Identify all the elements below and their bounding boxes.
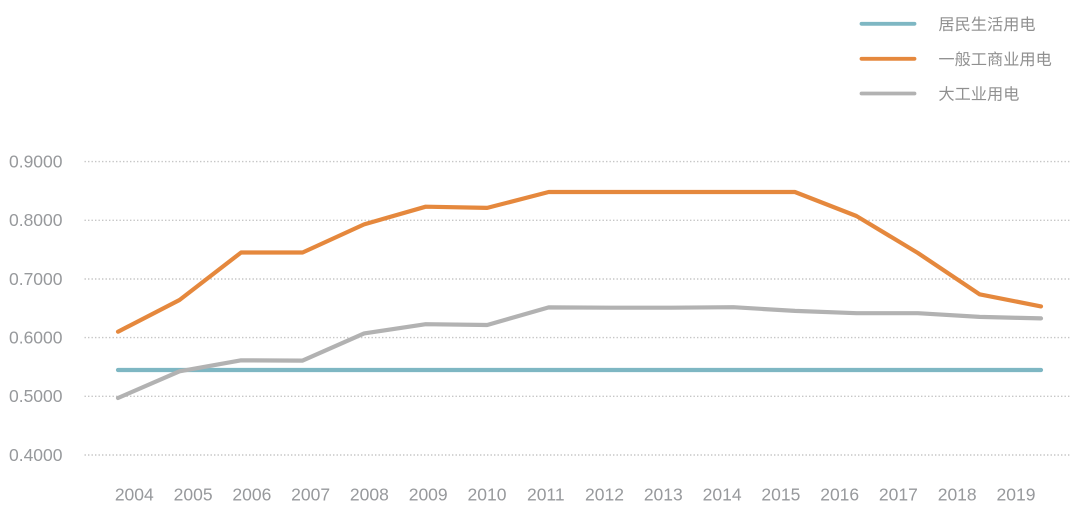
- svg-text:0.9000: 0.9000: [9, 152, 63, 172]
- svg-text:0.7000: 0.7000: [9, 269, 63, 289]
- svg-text:2018: 2018: [938, 484, 977, 504]
- svg-text:0.6000: 0.6000: [9, 328, 63, 348]
- svg-text:2016: 2016: [820, 484, 859, 504]
- svg-text:2019: 2019: [997, 484, 1036, 504]
- svg-text:2013: 2013: [644, 484, 683, 504]
- svg-text:2015: 2015: [761, 484, 800, 504]
- svg-text:2014: 2014: [703, 484, 742, 504]
- svg-text:0.8000: 0.8000: [9, 210, 63, 230]
- svg-text:0.5000: 0.5000: [9, 386, 63, 406]
- svg-text:2017: 2017: [879, 484, 918, 504]
- svg-text:0.4000: 0.4000: [9, 445, 63, 465]
- svg-text:2012: 2012: [585, 484, 624, 504]
- svg-text:2009: 2009: [409, 484, 448, 504]
- svg-text:2005: 2005: [174, 484, 213, 504]
- svg-text:2007: 2007: [291, 484, 330, 504]
- svg-text:2011: 2011: [527, 484, 565, 504]
- svg-text:2006: 2006: [232, 484, 271, 504]
- svg-text:2004: 2004: [115, 484, 154, 504]
- svg-text:2008: 2008: [350, 484, 389, 504]
- svg-text:2010: 2010: [468, 484, 507, 504]
